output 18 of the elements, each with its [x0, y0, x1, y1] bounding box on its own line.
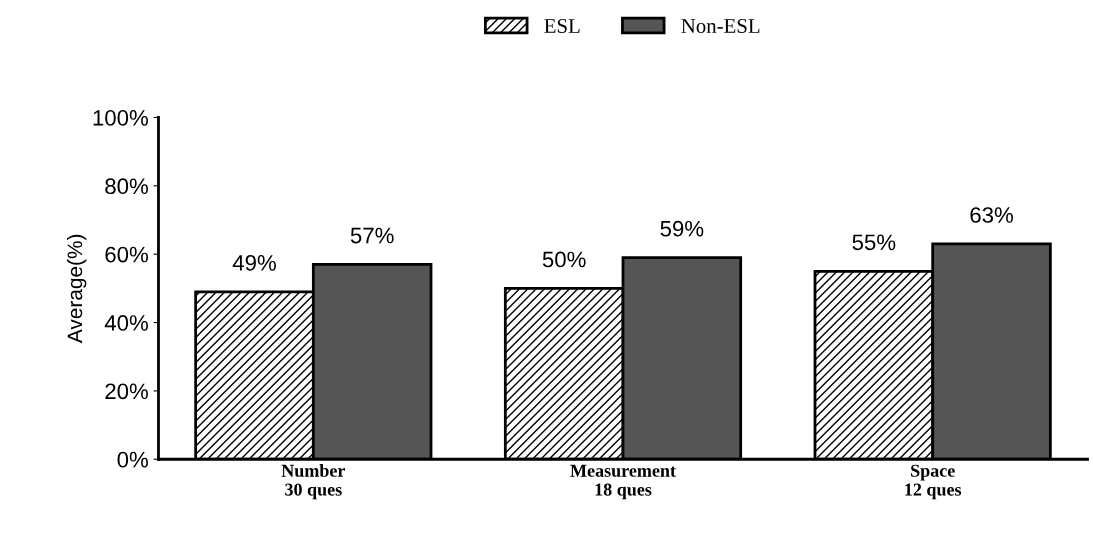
x-tick-label: Number 30 ques [281, 464, 346, 500]
data-label: 55% [852, 234, 896, 251]
data-label: 49% [232, 254, 276, 271]
y-tick-label: 80% [105, 178, 148, 195]
y-tick-label: 60% [105, 246, 148, 263]
x-tick-label: Measurement 18 ques [570, 464, 676, 500]
data-label: 59% [660, 220, 704, 237]
data-label: 57% [350, 227, 394, 244]
y-tick-label: 20% [105, 383, 148, 400]
x-tick-label: Space 12 ques [905, 464, 962, 500]
data-label: 50% [542, 251, 586, 268]
y-axis-title: Average(%) [66, 234, 87, 344]
y-tick-label: 0% [117, 451, 148, 468]
data-label: 63% [970, 207, 1013, 223]
y-tick-label: 100% [93, 110, 148, 126]
legend-label: Non-ESL [681, 18, 760, 33]
legend-label: ESL [544, 18, 580, 33]
y-tick-label: 40% [104, 315, 148, 331]
